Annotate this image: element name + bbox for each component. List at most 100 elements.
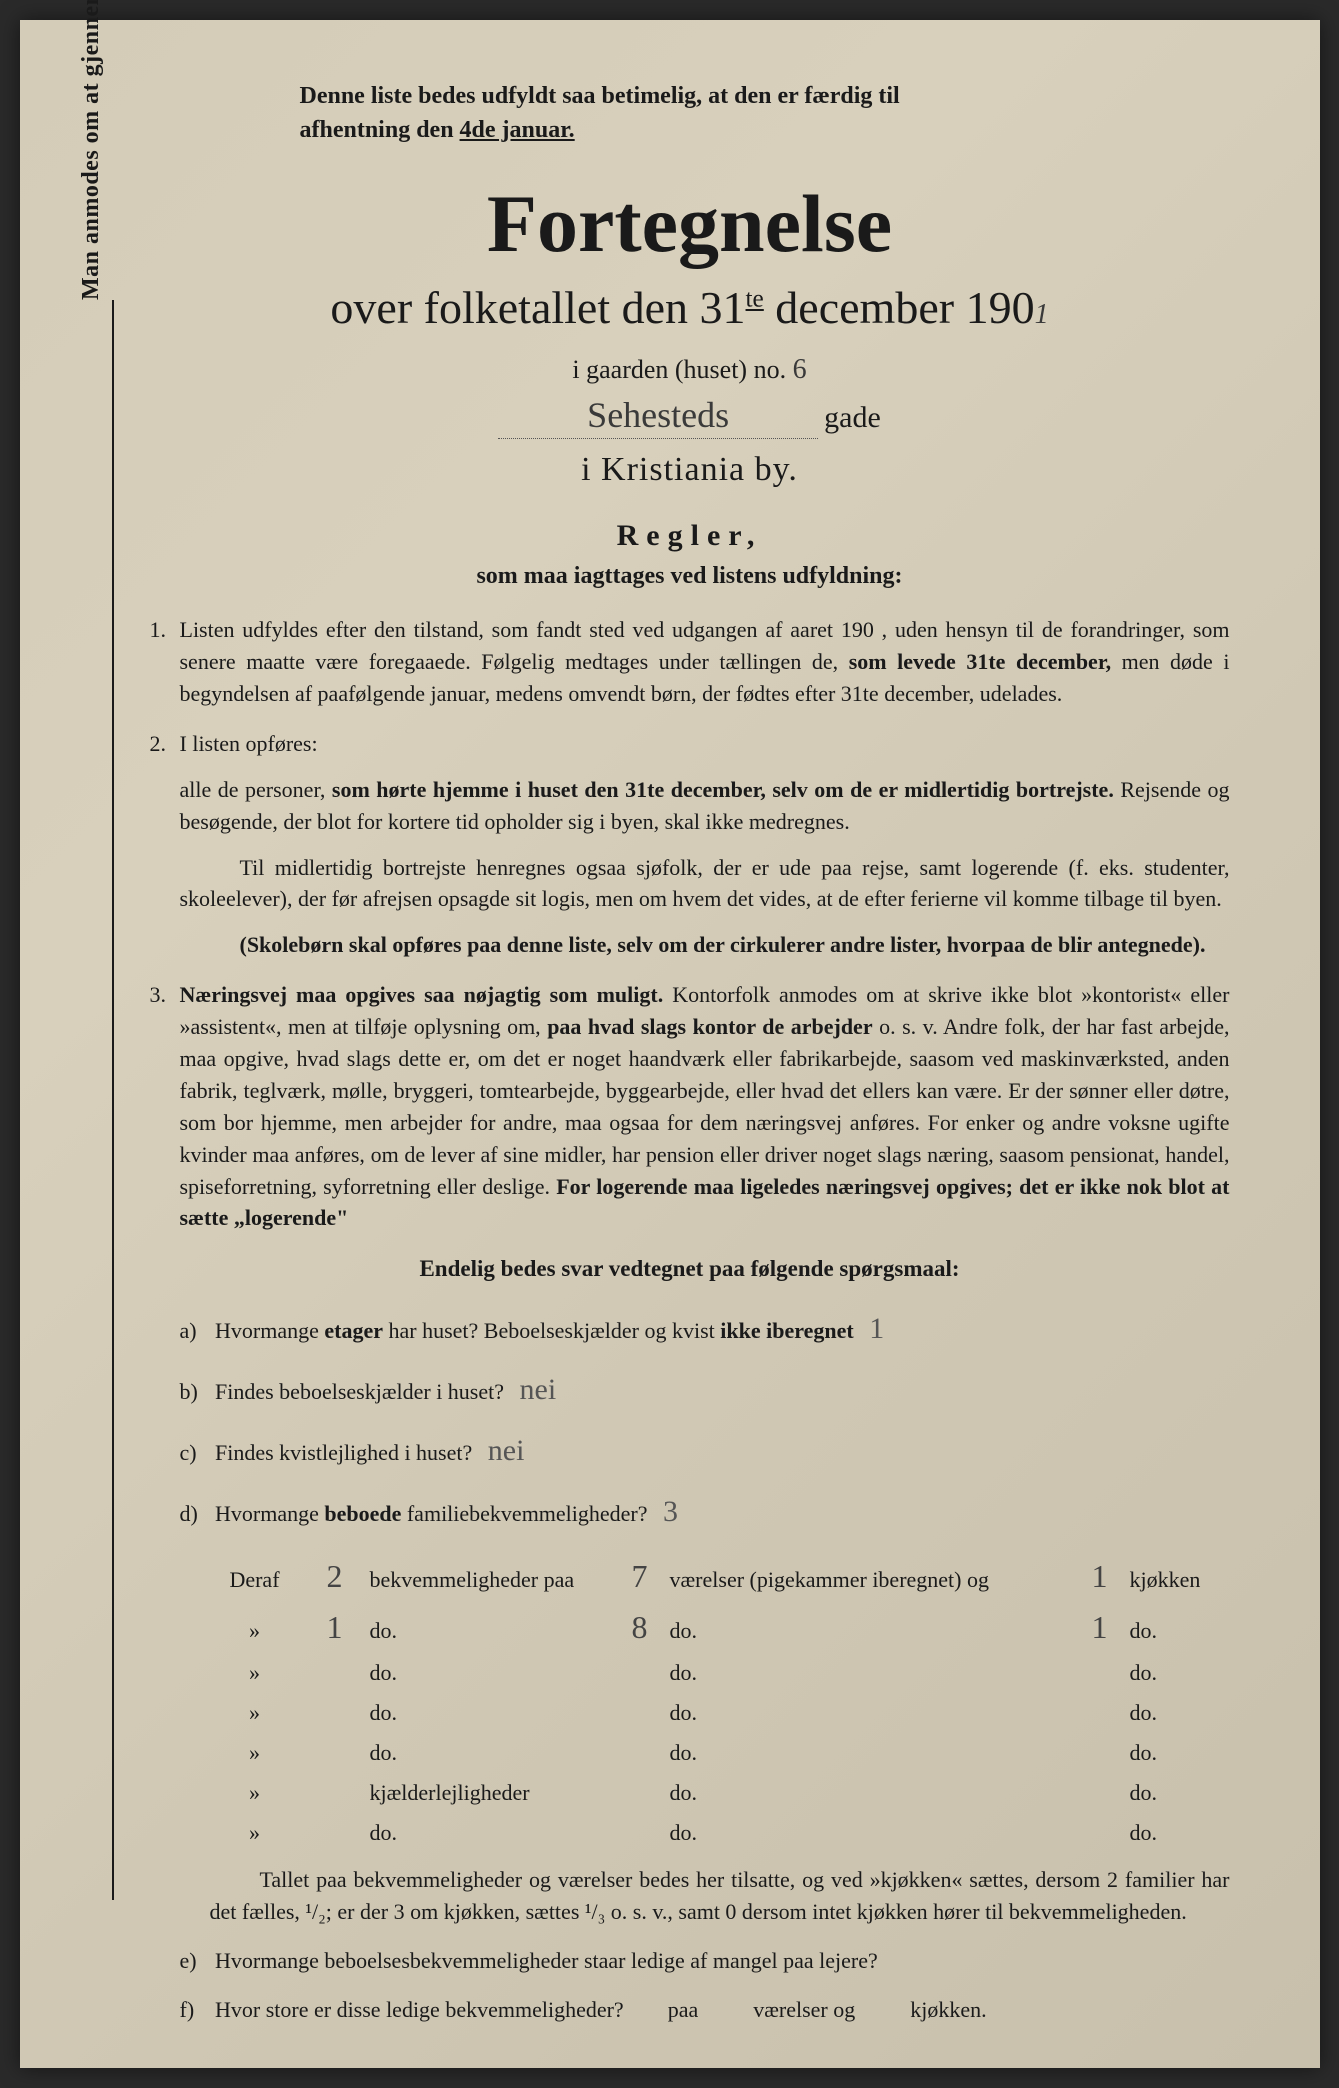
rules-subheading: som maa iagttages ved listens udfyldning… [150,563,1230,590]
deraf-kjok-count: 1 [1070,1609,1130,1646]
deraf-label1: do. [370,1660,610,1686]
deraf-row: » do. do. do. [210,1660,1230,1686]
rule-1: 1. Listen udfyldes efter den tilstand, s… [150,614,1230,710]
question-c: c) Findes kvistlejlighed i huset? nei [180,1422,1230,1479]
q-c-text: Findes kvistlejlighed i huset? [215,1440,472,1465]
deraf-label3: do. [1130,1740,1230,1766]
q-f-s1: paa [668,1997,699,2022]
q-a-label: a) [180,1310,210,1352]
endelig-heading: Endelig bedes svar vedtegnet paa følgend… [150,1256,1230,1282]
deraf-label1: bekvemmeligheder paa [370,1567,610,1593]
deraf-bekv-count [300,1820,370,1846]
deraf-row: »do.do.do. [210,1820,1230,1846]
q-d-text: Hvormange beboede familiebekvemmelighede… [215,1501,648,1526]
rule-2-sub2: Til midlertidig bortrejste henregnes ogs… [180,852,1230,916]
subtitle-a: over folketallet den 31 [330,282,745,333]
q-e-text: Hvormange beboelsesbekvemmeligheder staa… [215,1948,878,1973]
question-list: a) Hvormange etager har huset? Beboelses… [180,1300,1230,1540]
vertical-divider [112,300,114,1900]
rules-heading: Regler, [150,519,1230,553]
gade-label: gade [824,401,881,434]
deraf-table: Deraf2bekvemmeligheder paa7værelser (pig… [210,1558,1230,1846]
top-note-line1: Denne liste bedes udfyldt saa betimelig,… [300,83,900,109]
deraf-kjok-count [1070,1740,1130,1766]
deraf-label2: do. [670,1740,1070,1766]
deraf-vaer-count [610,1780,670,1806]
deraf-label3: do. [1130,1700,1230,1726]
deraf-bekv-count [300,1700,370,1726]
street-name-handwritten: Sehesteds [587,394,729,436]
deraf-bekv-count [300,1780,370,1806]
rule-2-intro: I listen opføres: [180,731,318,756]
top-note-line2a: afhentning den [300,117,460,143]
vertical-margin-note: Man anmodes om at gjennemlæse og nøje at… [78,0,105,300]
subtitle: over folketallet den 31te december 1901 [150,281,1230,334]
deraf-label3: do. [1130,1618,1230,1644]
bottom-paragraph: Tallet paa bekvemmeligheder og værelser … [210,1864,1230,1928]
rule-1-num: 1. [150,614,180,710]
top-note-line2b: 4de januar. [460,117,575,143]
deraf-vaer-count [610,1740,670,1766]
q-d-answer: 3 [663,1483,678,1540]
deraf-bekv-count: 1 [300,1609,370,1646]
deraf-vaer-count [610,1820,670,1846]
q-f-text: Hvor store er disse ledige bekvemmelighe… [215,1997,624,2022]
rule-1-body: Listen udfyldes efter den tilstand, som … [180,614,1230,710]
gaarden-text: i gaarden (huset) no. [572,355,786,384]
deraf-label2: værelser (pigekammer iberegnet) og [670,1567,1070,1593]
deraf-row: »1do.8do.1do. [210,1609,1230,1646]
q-d-label: d) [180,1493,210,1535]
deraf-label2: do. [670,1618,1070,1644]
deraf-lead: » [210,1660,300,1686]
q-f-s2: værelser og [753,1997,855,2022]
question-e: e) Hvormange beboelsesbekvemmeligheder s… [180,1944,1230,1977]
deraf-row: Deraf2bekvemmeligheder paa7værelser (pig… [210,1558,1230,1595]
deraf-kjok-count: 1 [1070,1558,1130,1595]
deraf-label2: do. [670,1700,1070,1726]
deraf-kjok-count [1070,1660,1130,1686]
rule-3-body: Næringsvej maa opgives saa nøjagtig som … [180,979,1230,1234]
deraf-kjok-count [1070,1820,1130,1846]
deraf-bekv-count [300,1740,370,1766]
deraf-lead: » [210,1820,300,1846]
deraf-vaer-count [610,1700,670,1726]
q-a-answer: 1 [869,1300,884,1357]
deraf-label1: do. [370,1618,610,1644]
deraf-label1: do. [370,1700,610,1726]
rule-2: 2. I listen opføres: alle de personer, s… [150,728,1230,961]
deraf-lead: » [210,1740,300,1766]
deraf-label2: do. [670,1660,1070,1686]
question-b: b) Findes beboelseskjælder i huset? nei [180,1361,1230,1418]
year-handwritten: 1 [1035,299,1049,330]
rule-2-sub3: (Skolebørn skal opføres paa denne liste,… [180,929,1230,961]
document-page: Man anmodes om at gjennemlæse og nøje at… [20,20,1320,2068]
rule-2-sub1: alle de personer, som hørte hjemme i hus… [180,774,1230,838]
question-f: f) Hvor store er disse ledige bekvemmeli… [180,1993,1230,2026]
gaarden-line: i gaarden (huset) no. 6 [150,354,1230,386]
deraf-label2: do. [670,1780,1070,1806]
rule-3: 3. Næringsvej maa opgives saa nøjagtig s… [150,979,1230,1234]
deraf-row: »kjælderlejlighederdo.do. [210,1780,1230,1806]
deraf-label3: do. [1130,1660,1230,1686]
house-number-handwritten: 6 [793,354,807,385]
deraf-kjok-count [1070,1700,1130,1726]
deraf-bekv-count [300,1660,370,1686]
deraf-label3: kjøkken [1130,1567,1230,1593]
q-b-answer: nei [520,1361,557,1418]
deraf-label3: do. [1130,1780,1230,1806]
q-f-label: f) [180,1993,210,2026]
deraf-label1: do. [370,1740,610,1766]
top-instruction: Denne liste bedes udfyldt saa betimelig,… [300,80,1230,147]
main-title: Fortegnelse [150,177,1230,271]
subtitle-b: december 190 [764,282,1035,333]
deraf-lead: » [210,1618,300,1644]
q-c-answer: nei [488,1422,525,1479]
deraf-vaer-count: 7 [610,1558,670,1595]
q-c-label: c) [180,1432,210,1474]
deraf-vaer-count [610,1660,670,1686]
rule-2-num: 2. [150,728,180,961]
deraf-lead: » [210,1700,300,1726]
deraf-bekv-count: 2 [300,1558,370,1595]
city-line: i Kristiania by. [150,451,1230,489]
subtitle-sup: te [746,285,764,313]
